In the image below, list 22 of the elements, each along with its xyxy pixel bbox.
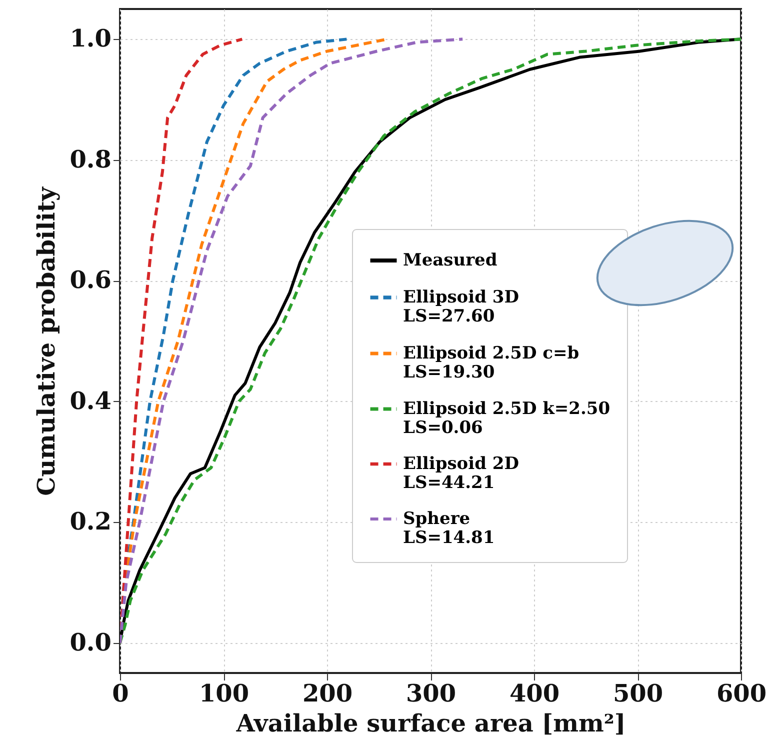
legend-label: Ellipsoid 2.5D c=b LS=19.30 xyxy=(403,344,580,382)
legend-label: Sphere LS=14.81 xyxy=(403,509,495,548)
legend-label: Ellipsoid 2D LS=44.21 xyxy=(403,454,520,493)
legend-label: Measured xyxy=(403,250,498,270)
x-axis-title: Available surface area [mm²] xyxy=(235,708,626,738)
legend-label: Ellipsoid 2.5D k=2.50 LS=0.06 xyxy=(403,399,610,438)
line-series xyxy=(120,38,741,644)
y-tick-label: 0.6 xyxy=(70,265,112,294)
x-tick-label: 500 xyxy=(612,678,664,708)
x-tick-label: 400 xyxy=(509,678,560,708)
y-tick-label: 0.8 xyxy=(70,144,112,174)
legend-label: Ellipsoid 3D LS=27.60 xyxy=(403,288,520,326)
y-tick-label: 0.0 xyxy=(70,627,112,656)
y-tick-label: 0.2 xyxy=(70,506,112,536)
y-tick-label: 1.0 xyxy=(70,24,112,53)
y-axis-title: Cumulative probability xyxy=(32,186,61,496)
y-tick-label: 0.4 xyxy=(70,386,112,415)
x-tick-label: 0 xyxy=(112,678,129,708)
x-tick-label: 100 xyxy=(198,678,250,708)
x-tick-label: 300 xyxy=(406,678,456,708)
x-tick-label: 200 xyxy=(302,678,353,708)
x-tick-label: 600 xyxy=(716,678,767,708)
